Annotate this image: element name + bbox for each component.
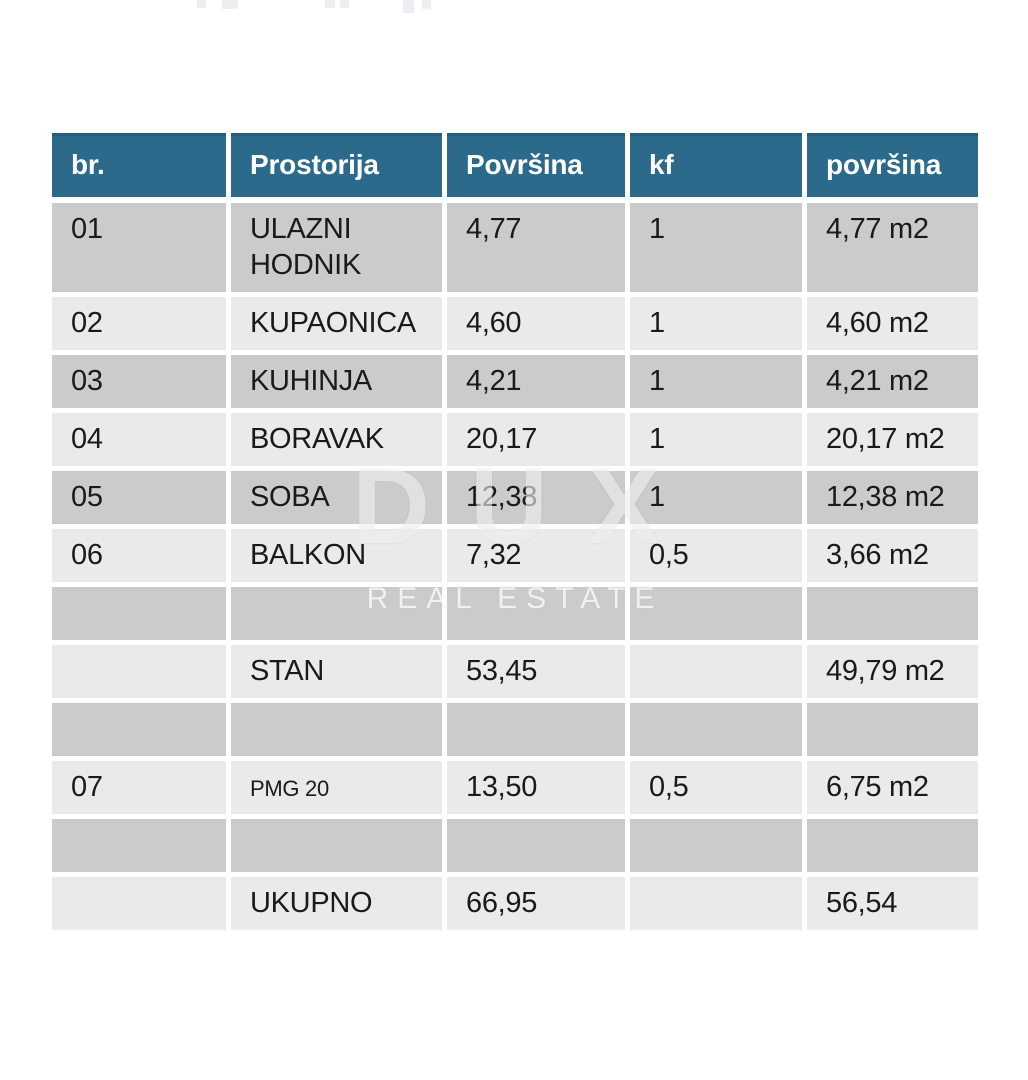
cropped-text-artifact (340, 0, 349, 8)
cell-kf (630, 645, 802, 698)
cell-br: 03 (52, 355, 226, 408)
table-row: STAN 53,45 49,79 m2 (52, 645, 978, 698)
cell-povrsina: 12,38 (447, 471, 625, 524)
cell-prostorija (231, 819, 442, 872)
cell-povrsina-reducirana: 6,75 m2 (807, 761, 978, 814)
cell-kf: 1 (630, 413, 802, 466)
cell-kf: 0,5 (630, 529, 802, 582)
cropped-text-artifact (325, 0, 335, 8)
cropped-text-artifact (403, 0, 414, 13)
cell-prostorija: BORAVAK (231, 413, 442, 466)
cell-kf (630, 877, 802, 930)
cell-br: 04 (52, 413, 226, 466)
cell-br: 01 (52, 203, 226, 292)
column-header-prostorija: Prostorija (231, 133, 442, 197)
cell-povrsina-reducirana: 4,60 m2 (807, 297, 978, 350)
cell-povrsina: 4,60 (447, 297, 625, 350)
cell-kf (630, 703, 802, 756)
table-row: UKUPNO 66,95 56,54 (52, 877, 978, 930)
cell-povrsina (447, 819, 625, 872)
cell-prostorija: BALKON (231, 529, 442, 582)
table-row: 05 SOBA 12,38 1 12,38 m2 (52, 471, 978, 524)
cell-povrsina-reducirana (807, 703, 978, 756)
cell-povrsina: 4,21 (447, 355, 625, 408)
cell-prostorija: KUHINJA (231, 355, 442, 408)
cell-prostorija: ULAZNI HODNIK (231, 203, 442, 292)
cell-povrsina: 66,95 (447, 877, 625, 930)
table-row: 02 KUPAONICA 4,60 1 4,60 m2 (52, 297, 978, 350)
cell-kf: 1 (630, 203, 802, 292)
table-header-row: br. Prostorija Površina kf površina (52, 133, 978, 197)
cell-povrsina: 53,45 (447, 645, 625, 698)
cell-br (52, 877, 226, 930)
table-row: 03 KUHINJA 4,21 1 4,21 m2 (52, 355, 978, 408)
cell-br: 05 (52, 471, 226, 524)
cell-kf: 1 (630, 297, 802, 350)
cell-br (52, 587, 226, 640)
cell-povrsina-reducirana: 56,54 (807, 877, 978, 930)
cell-br: 06 (52, 529, 226, 582)
column-header-kf: kf (630, 133, 802, 197)
cell-br: 07 (52, 761, 226, 814)
cell-povrsina: 4,77 (447, 203, 625, 292)
cell-kf (630, 587, 802, 640)
table-row: 04 BORAVAK 20,17 1 20,17 m2 (52, 413, 978, 466)
column-header-povrsina: Površina (447, 133, 625, 197)
cell-povrsina (447, 703, 625, 756)
cell-povrsina: 13,50 (447, 761, 625, 814)
cell-povrsina (447, 587, 625, 640)
column-header-br: br. (52, 133, 226, 197)
cell-prostorija: PMG 20 (231, 761, 442, 814)
table-row: 07 PMG 20 13,50 0,5 6,75 m2 (52, 761, 978, 814)
cropped-text-artifact (197, 0, 206, 8)
cell-kf: 1 (630, 355, 802, 408)
cell-prostorija: SOBA (231, 471, 442, 524)
cell-povrsina-reducirana (807, 819, 978, 872)
table-row: 06 BALKON 7,32 0,5 3,66 m2 (52, 529, 978, 582)
cell-br (52, 819, 226, 872)
cell-br (52, 645, 226, 698)
cell-prostorija: UKUPNO (231, 877, 442, 930)
cell-prostorija (231, 703, 442, 756)
column-header-povrsina-reducirana: površina (807, 133, 978, 197)
cell-br: 02 (52, 297, 226, 350)
cell-povrsina-reducirana (807, 587, 978, 640)
table-row (52, 819, 978, 872)
cell-povrsina: 7,32 (447, 529, 625, 582)
cell-povrsina-reducirana: 49,79 m2 (807, 645, 978, 698)
cell-kf: 1 (630, 471, 802, 524)
cropped-text-artifact (222, 0, 238, 9)
cropped-text-artifact (422, 0, 431, 9)
cell-povrsina-reducirana: 20,17 m2 (807, 413, 978, 466)
cell-povrsina-reducirana: 12,38 m2 (807, 471, 978, 524)
table-row (52, 587, 978, 640)
cell-prostorija: STAN (231, 645, 442, 698)
cell-povrsina-reducirana: 4,21 m2 (807, 355, 978, 408)
cell-prostorija: KUPAONICA (231, 297, 442, 350)
cell-br (52, 703, 226, 756)
cell-kf (630, 819, 802, 872)
table-row: 01 ULAZNI HODNIK 4,77 1 4,77 m2 (52, 203, 978, 292)
cell-povrsina-reducirana: 3,66 m2 (807, 529, 978, 582)
table-body: 01 ULAZNI HODNIK 4,77 1 4,77 m2 02 KUPAO… (52, 203, 978, 930)
cell-povrsina-reducirana: 4,77 m2 (807, 203, 978, 292)
cell-kf: 0,5 (630, 761, 802, 814)
table-row (52, 703, 978, 756)
cell-prostorija (231, 587, 442, 640)
area-table: br. Prostorija Površina kf površina 01 ULAZN… (52, 133, 978, 930)
cell-povrsina: 20,17 (447, 413, 625, 466)
